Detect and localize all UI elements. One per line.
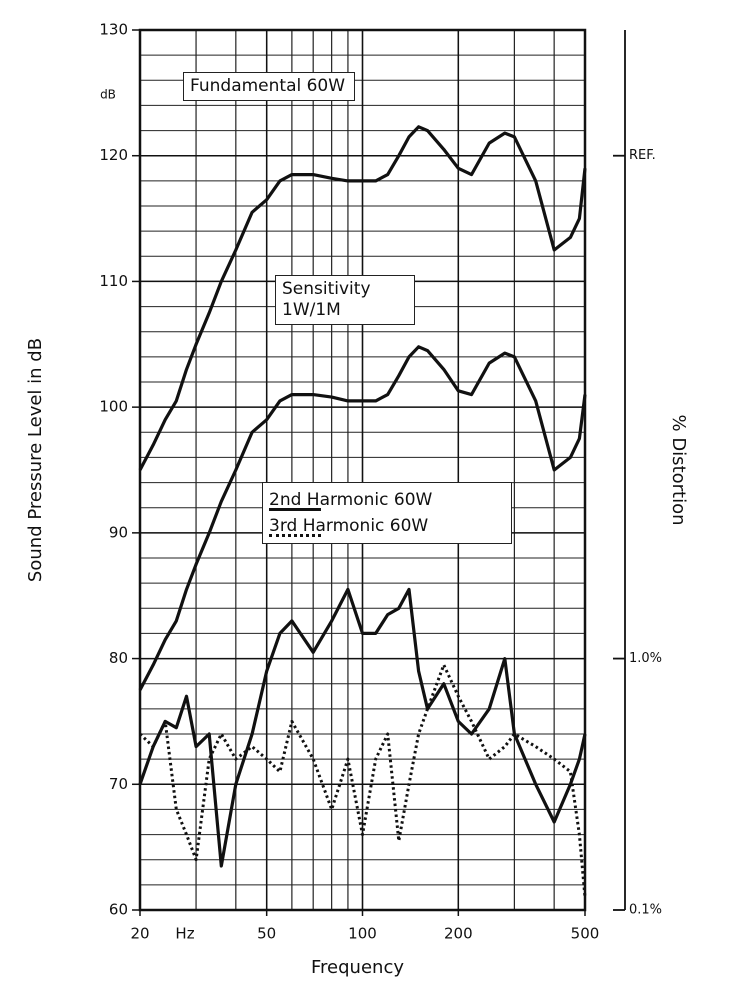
x-tick-label: 500 — [571, 925, 600, 943]
y-unit: dB — [100, 88, 116, 102]
x-tick-label: 20 — [130, 925, 149, 943]
y2-tick-label: 0.1% — [629, 903, 662, 918]
x-tick-label: 200 — [444, 925, 473, 943]
x-tick-label: 100 — [348, 925, 377, 943]
y-tick-label: 120 — [99, 146, 128, 164]
y-tick-label: 90 — [109, 523, 128, 541]
y2-tick-label: 1.0% — [629, 651, 662, 666]
y-axis-label: Sound Pressure Level in dB — [25, 338, 46, 582]
series-line — [138, 345, 587, 691]
series-line — [138, 663, 587, 898]
legend: 2nd Harmonic 60W 3rd Harmonic 60W — [262, 482, 512, 544]
series-label: Fundamental 60W — [183, 72, 355, 101]
y-tick-label: 70 — [109, 775, 128, 793]
y-tick-label: 130 — [99, 21, 128, 39]
series-line — [138, 125, 587, 471]
legend-swatch — [269, 534, 321, 537]
y-tick-label: 110 — [99, 272, 128, 290]
y-tick-label: 60 — [109, 901, 128, 919]
x-tick-label: 50 — [257, 925, 276, 943]
x-unit: Hz — [175, 925, 194, 943]
y-tick-label: 80 — [109, 649, 128, 667]
legend-label: 2nd Harmonic 60W — [269, 490, 433, 510]
series-label: Sensitivity 1W/1M — [275, 275, 415, 325]
legend-swatch — [269, 508, 321, 511]
series-line — [138, 587, 587, 868]
legend-label: 3rd Harmonic 60W — [269, 516, 429, 536]
y2-tick-label: REF. — [629, 148, 656, 163]
x-axis-label: Frequency — [311, 957, 404, 978]
legend-entry: 3rd Harmonic 60W — [269, 513, 505, 539]
y-tick-label: 100 — [99, 398, 128, 416]
y2-axis-label: % Distortion — [668, 414, 689, 525]
legend-entry: 2nd Harmonic 60W — [269, 487, 505, 513]
